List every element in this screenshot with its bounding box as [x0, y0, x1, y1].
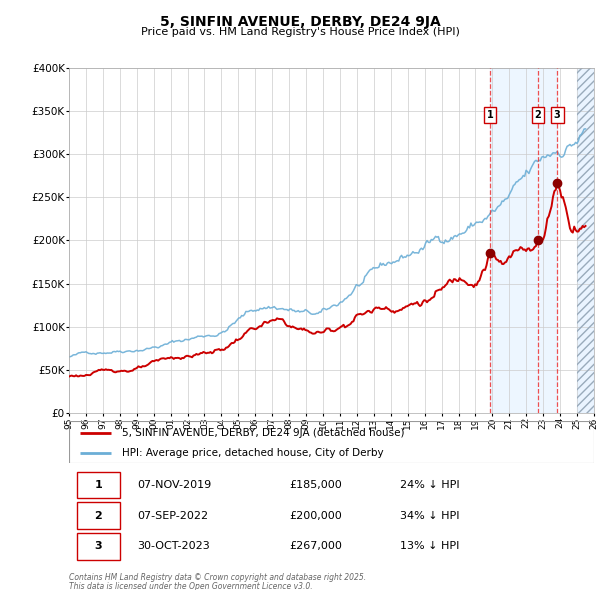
Text: 2: 2	[535, 110, 541, 120]
FancyBboxPatch shape	[77, 471, 120, 499]
Text: 07-NOV-2019: 07-NOV-2019	[137, 480, 212, 490]
Text: 5, SINFIN AVENUE, DERBY, DE24 9JA (detached house): 5, SINFIN AVENUE, DERBY, DE24 9JA (detac…	[121, 428, 404, 438]
Text: HPI: Average price, detached house, City of Derby: HPI: Average price, detached house, City…	[121, 448, 383, 457]
Text: Price paid vs. HM Land Registry's House Price Index (HPI): Price paid vs. HM Land Registry's House …	[140, 27, 460, 37]
Bar	[490, 68, 557, 413]
Text: 24% ↓ HPI: 24% ↓ HPI	[400, 480, 460, 490]
Text: £200,000: £200,000	[290, 511, 342, 520]
Text: £267,000: £267,000	[290, 541, 343, 551]
Text: 07-SEP-2022: 07-SEP-2022	[137, 511, 208, 520]
Text: 3: 3	[95, 541, 102, 551]
Bar	[577, 68, 594, 413]
Text: 1: 1	[95, 480, 102, 490]
Text: 3: 3	[554, 110, 560, 120]
FancyBboxPatch shape	[77, 502, 120, 529]
Text: 34% ↓ HPI: 34% ↓ HPI	[400, 511, 459, 520]
Text: Contains HM Land Registry data © Crown copyright and database right 2025.: Contains HM Land Registry data © Crown c…	[69, 573, 366, 582]
Text: 5, SINFIN AVENUE, DERBY, DE24 9JA: 5, SINFIN AVENUE, DERBY, DE24 9JA	[160, 15, 440, 29]
Text: 13% ↓ HPI: 13% ↓ HPI	[400, 541, 459, 551]
Text: This data is licensed under the Open Government Licence v3.0.: This data is licensed under the Open Gov…	[69, 582, 313, 590]
Text: 30-OCT-2023: 30-OCT-2023	[137, 541, 210, 551]
Text: £185,000: £185,000	[290, 480, 342, 490]
Text: 1: 1	[487, 110, 493, 120]
Bar	[577, 68, 594, 413]
Text: 2: 2	[95, 511, 102, 520]
FancyBboxPatch shape	[77, 533, 120, 560]
